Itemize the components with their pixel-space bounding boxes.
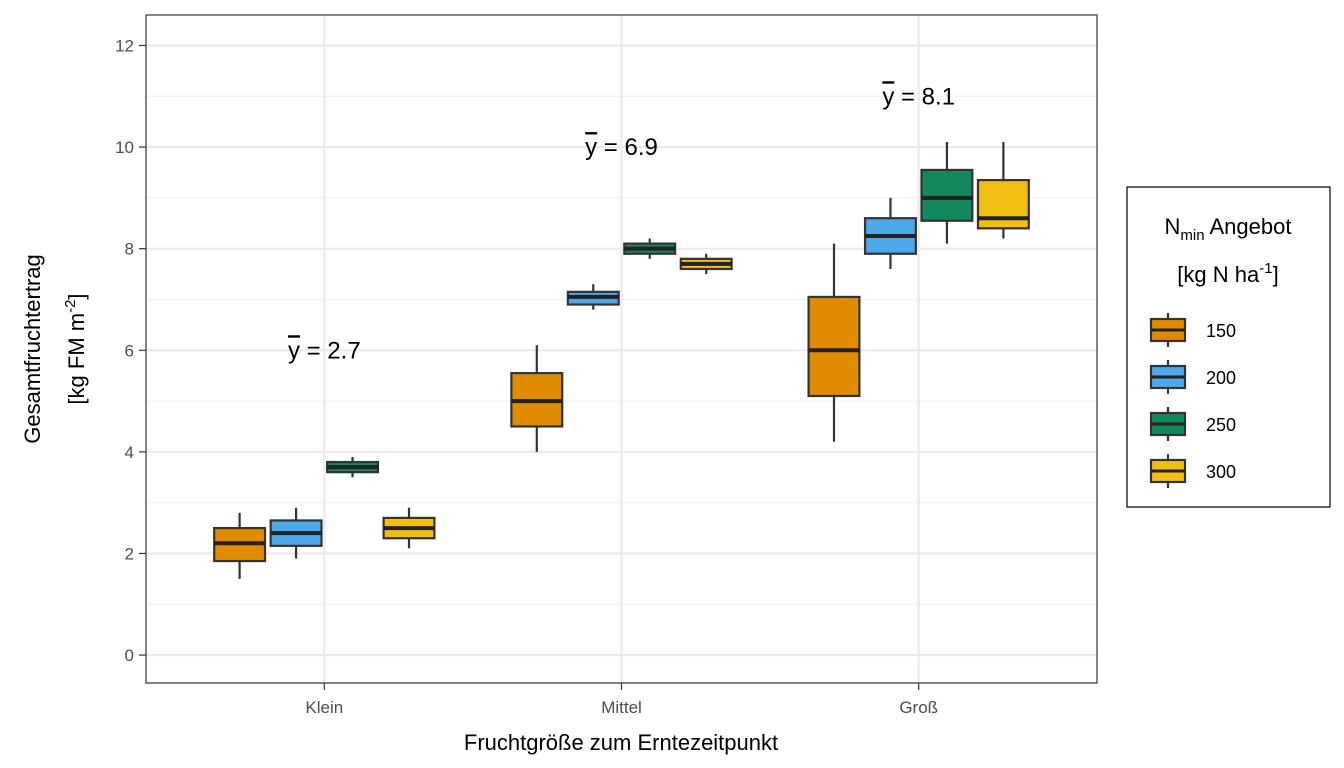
series-300 bbox=[382, 141, 1030, 549]
y-tick-label: 4 bbox=[125, 443, 134, 462]
legend-label: 150 bbox=[1206, 321, 1236, 341]
x-tick-label: Groß bbox=[899, 698, 938, 717]
major-gridlines bbox=[146, 15, 1097, 683]
legend-item-150: 150 bbox=[1149, 313, 1236, 347]
box-150-Mittel bbox=[510, 345, 564, 452]
legend-label: 300 bbox=[1206, 462, 1236, 482]
box-150-Klein bbox=[213, 512, 267, 579]
y-tick-label: 2 bbox=[125, 544, 134, 563]
box-300-Groß bbox=[976, 141, 1030, 239]
x-tick-label: Klein bbox=[305, 698, 343, 717]
legend-item-300: 300 bbox=[1149, 454, 1236, 488]
legend-items: 150 200 250 300 bbox=[1149, 313, 1236, 488]
mean-annotation: y = 6.9 bbox=[585, 134, 658, 161]
box-200-Groß bbox=[863, 197, 917, 269]
box-150-Groß bbox=[807, 243, 861, 442]
box-200-Klein bbox=[269, 507, 323, 559]
y-tick-label: 0 bbox=[125, 646, 134, 665]
mean-annotation-symbol: y bbox=[882, 83, 894, 110]
box-250-Groß bbox=[920, 141, 974, 244]
box-200-Mittel bbox=[566, 284, 620, 310]
y-tick-label: 10 bbox=[115, 138, 134, 157]
x-axis-ticks: Klein Mittel Groß bbox=[305, 683, 938, 717]
series-250 bbox=[326, 141, 974, 478]
y-tick-label: 8 bbox=[125, 240, 134, 259]
y-tick-label: 12 bbox=[115, 36, 134, 55]
x-axis-title: Fruchtgröße zum Erntezeitpunkt bbox=[464, 730, 778, 755]
box-iqr bbox=[976, 178, 1030, 230]
mean-annotation-symbol: y bbox=[288, 337, 300, 364]
legend-item-250: 250 bbox=[1149, 407, 1236, 441]
mean-annotations: y = 2.7y = 6.9y = 8.1 bbox=[288, 83, 955, 364]
x-tick-label: Mittel bbox=[601, 698, 642, 717]
legend-title: Nmin Angebot bbox=[1165, 214, 1292, 244]
box-250-Klein bbox=[326, 456, 380, 478]
mean-annotation-symbol: y bbox=[585, 134, 597, 161]
legend-label: 250 bbox=[1206, 415, 1236, 435]
y-tick-label: 6 bbox=[125, 341, 134, 360]
mean-annotation-value: = 8.1 bbox=[894, 83, 955, 110]
series-150 bbox=[213, 243, 861, 579]
mean-annotation-value: = 2.7 bbox=[300, 337, 361, 364]
y-axis-title-line1: Gesamtfruchtertrag bbox=[20, 254, 45, 444]
series-200 bbox=[269, 197, 917, 559]
box-300-Mittel bbox=[679, 253, 733, 275]
mean-annotation: y = 2.7 bbox=[288, 337, 361, 364]
y-axis-ticks: 0 2 4 6 8 10 12 bbox=[115, 36, 146, 665]
legend-title-unit: [kg N ha-1] bbox=[1177, 260, 1278, 287]
mean-annotation-value: = 6.9 bbox=[597, 134, 658, 161]
y-axis-title-line2: [kg FM m-2] bbox=[62, 293, 89, 404]
box-series bbox=[213, 141, 1030, 579]
legend: Nmin Angebot [kg N ha-1] 150 200 250 300 bbox=[1126, 186, 1331, 508]
box-iqr bbox=[807, 295, 861, 398]
box-300-Klein bbox=[382, 507, 436, 549]
legend-label: 200 bbox=[1206, 368, 1236, 388]
box-iqr bbox=[920, 168, 974, 222]
y-axis-title: Gesamtfruchtertrag [kg FM m-2] bbox=[20, 254, 89, 444]
legend-item-200: 200 bbox=[1149, 360, 1236, 394]
box-250-Mittel bbox=[623, 238, 677, 259]
legend-frame bbox=[1126, 186, 1331, 508]
mean-annotation: y = 8.1 bbox=[882, 83, 955, 110]
